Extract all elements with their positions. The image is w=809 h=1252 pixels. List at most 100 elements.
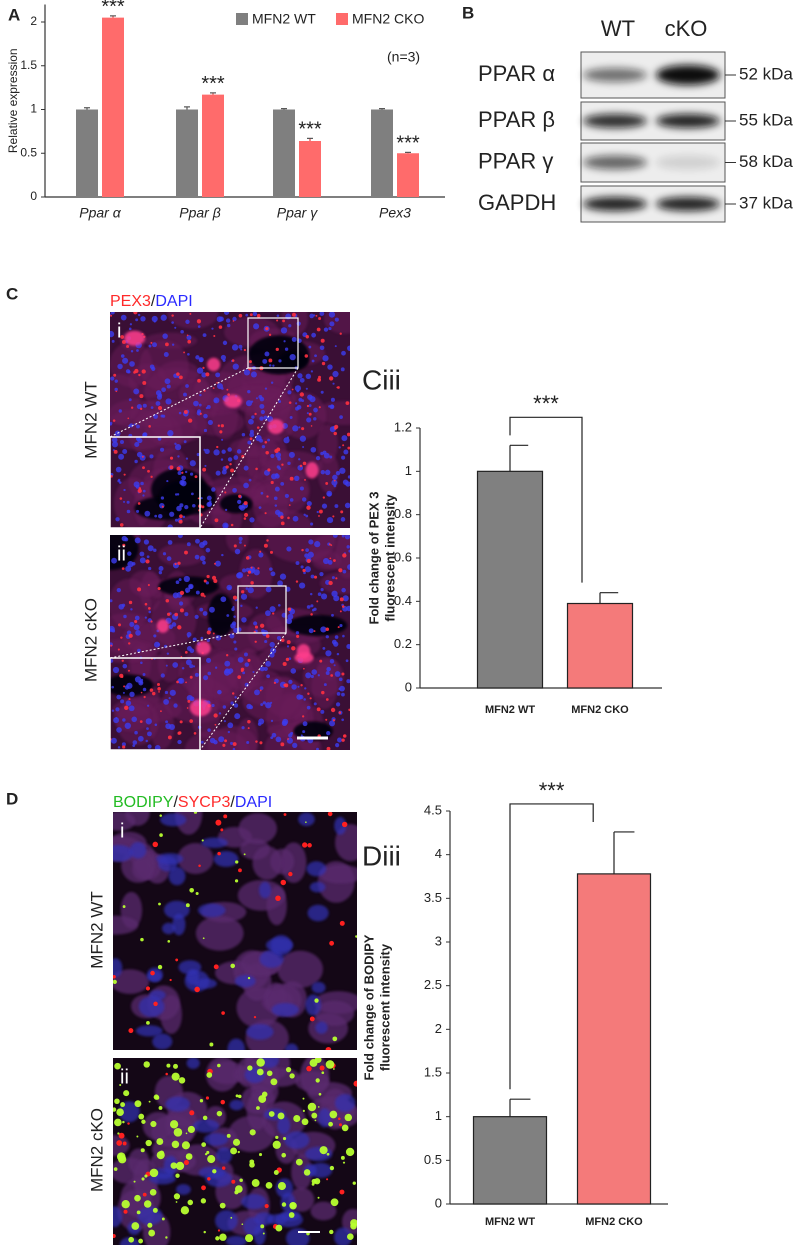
sycp3-dot <box>302 842 308 848</box>
nucleus <box>311 608 315 612</box>
pex3-dot <box>197 378 201 383</box>
pex3-dot <box>169 456 174 460</box>
nucleus <box>189 472 194 476</box>
pex3-dot <box>318 316 322 320</box>
nucleus <box>271 1003 299 1017</box>
cell-red <box>196 640 211 656</box>
spermatocyte <box>113 812 136 831</box>
pex3-dot <box>118 623 122 627</box>
nucleus <box>311 332 317 338</box>
significance: *** <box>201 73 225 95</box>
nucleus <box>197 903 226 918</box>
nucleus <box>241 726 245 730</box>
nucleus <box>110 376 115 381</box>
nucleus <box>157 513 163 519</box>
pex3-dot <box>174 612 179 617</box>
nucleus <box>216 316 223 323</box>
spermatocyte <box>205 1058 239 1092</box>
lipid-droplet <box>121 1200 130 1209</box>
nucleus <box>147 744 152 749</box>
nucleus <box>118 603 125 610</box>
nucleus <box>221 438 224 441</box>
pex3-dot <box>219 430 223 434</box>
nucleus <box>209 737 216 744</box>
nucleus <box>227 457 233 462</box>
pex3-dot <box>119 497 123 500</box>
nucleus <box>181 666 185 670</box>
tissue <box>167 312 218 329</box>
nucleus <box>217 383 224 390</box>
lipid-droplet <box>311 1182 315 1186</box>
nucleus <box>347 475 350 479</box>
nucleus <box>249 517 255 523</box>
lipid-droplet <box>270 1078 278 1086</box>
lipid-droplet <box>332 1036 338 1042</box>
pex3-dot <box>332 515 335 518</box>
nucleus <box>224 660 231 667</box>
nucleus <box>127 561 134 568</box>
nucleus <box>272 364 275 367</box>
significance: *** <box>298 119 322 141</box>
nucleus <box>134 730 138 735</box>
pex3-dot <box>217 424 221 427</box>
nucleus <box>344 535 350 540</box>
stain-name: BODIPY <box>113 794 174 811</box>
nucleus <box>342 595 349 602</box>
zoom-line <box>199 632 287 751</box>
pex3-dot <box>300 684 303 687</box>
pex3-dot <box>151 691 156 696</box>
nucleus <box>243 369 251 376</box>
x-tick-label: Pex3 <box>379 205 411 221</box>
nucleus <box>324 469 331 476</box>
pex3-dot <box>176 372 180 376</box>
nucleus <box>126 682 133 689</box>
nucleus <box>160 314 167 321</box>
lipid-droplet <box>350 1222 357 1230</box>
nucleus <box>186 1058 200 1069</box>
pex3-dot <box>276 447 281 452</box>
lipid-droplet <box>195 892 199 896</box>
lipid-droplet <box>158 1106 163 1110</box>
pex3-dot <box>225 654 229 657</box>
nucleus <box>220 596 227 603</box>
stain-legend: PEX3/DAPI <box>110 293 193 310</box>
pex3-dot <box>259 741 263 745</box>
nucleus <box>341 535 345 538</box>
pex3-dot <box>302 715 305 718</box>
sycp3-dot <box>338 1117 341 1121</box>
nucleus <box>344 502 350 509</box>
nucleus <box>120 354 125 358</box>
sycp3-dot <box>217 851 221 856</box>
nucleus <box>220 458 224 461</box>
nucleus <box>178 411 182 415</box>
nucleus <box>283 437 290 444</box>
nucleus <box>326 516 334 524</box>
lipid-droplet <box>140 1148 145 1153</box>
pex3-dot <box>245 556 250 560</box>
nucleus <box>223 720 227 723</box>
nucleus <box>319 572 324 577</box>
nucleus <box>231 344 239 351</box>
bar <box>566 602 634 689</box>
pex3-dot <box>150 620 153 623</box>
nucleus <box>292 742 298 749</box>
lipid-droplet <box>230 963 236 969</box>
band <box>583 68 647 82</box>
lumen <box>219 493 253 514</box>
micrograph <box>113 1058 357 1245</box>
pex3-dot <box>167 735 172 740</box>
nucleus <box>347 564 350 570</box>
pex3-dot <box>214 723 217 726</box>
nucleus <box>311 981 326 994</box>
pex3-dot <box>122 543 126 547</box>
pex3-dot <box>137 488 142 494</box>
pex3-dot <box>220 424 224 428</box>
pex3-dot <box>165 342 169 347</box>
nucleus <box>172 913 186 936</box>
sycp3-dot <box>319 1065 325 1071</box>
nucleus <box>126 630 132 635</box>
sycp3-dot <box>217 1229 221 1232</box>
lipid-droplet <box>118 1153 123 1158</box>
nucleus <box>254 1212 274 1226</box>
nucleus <box>113 1206 123 1228</box>
